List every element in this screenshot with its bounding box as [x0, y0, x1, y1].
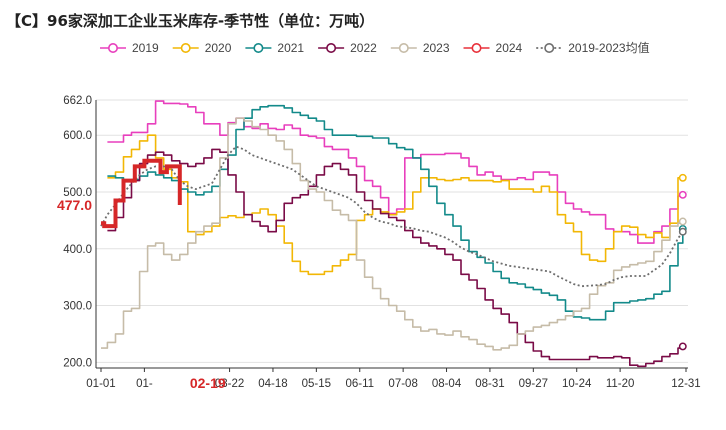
- x-tick-label: 09-27: [519, 378, 548, 390]
- series-end-marker-2020: [678, 173, 687, 182]
- axes: 662.0 600.0 500.0 400.0 300.0 200.0 01-01 01- 03…: [63, 95, 700, 391]
- series-line-2021: [107, 104, 684, 321]
- legend-label-2020: 2020: [205, 41, 232, 55]
- series-end-marker-2019: [678, 190, 687, 199]
- y-tick-label: 200.0: [63, 357, 92, 369]
- legend-marker-2020: [180, 42, 191, 53]
- legend-marker-2019-2023: [544, 42, 555, 53]
- x-tick-label: 12-31: [671, 378, 700, 390]
- legend-label-2024: 2024: [496, 41, 523, 55]
- x-tick-label: 06-11: [345, 378, 374, 390]
- series-end-marker-2023: [678, 217, 687, 226]
- highlight-series-line: [101, 158, 182, 229]
- x-tick-label: 05-15: [302, 378, 331, 390]
- series-line-2019: [107, 100, 684, 244]
- y-tick-label: 662.0: [63, 95, 92, 107]
- series-line-2020: [107, 134, 683, 276]
- series-end-marker-2022: [678, 342, 687, 351]
- chart-title: 【C】96家深加工企业玉米库存-季节性（单位：万吨）: [6, 12, 374, 30]
- x-tick-label: 11-20: [606, 378, 635, 390]
- highlight-layer: 477.0: [57, 158, 182, 229]
- x-tick-label: 08-31: [475, 378, 504, 390]
- y-tick-label: 600.0: [63, 130, 92, 142]
- legend-marker-2024: [471, 42, 482, 53]
- y-tick-label: 400.0: [63, 244, 92, 256]
- x-tick-label: 10-24: [562, 378, 592, 390]
- series-layer: [100, 100, 687, 368]
- last-value-label: 477.0: [57, 197, 92, 213]
- y-tick-label: 300.0: [63, 301, 92, 313]
- x-tick-label: 04-18: [258, 378, 287, 390]
- y-tick-label: 500.0: [63, 187, 92, 199]
- legend-label-2023: 2023: [423, 41, 450, 55]
- series-line-2022: [107, 148, 684, 368]
- legend-marker-2019: [108, 42, 119, 53]
- legend-marker-2023: [398, 42, 409, 53]
- legend-label-2021: 2021: [277, 41, 304, 55]
- x-tick-label: 08-04: [432, 378, 462, 390]
- x-tick-label: 07-08: [388, 378, 417, 390]
- series-line-2023: [101, 117, 684, 351]
- legend: 2019 2020 2021 2022 2023 2024 2019-2023均值: [100, 40, 650, 55]
- legend-label-2022: 2022: [350, 41, 377, 55]
- x-tick-label: 01-01: [86, 378, 115, 390]
- highlight-date-label: 02-19: [190, 375, 226, 391]
- legend-marker-2021: [253, 42, 264, 53]
- legend-label-2019-2023: 2019-2023均值: [568, 40, 649, 55]
- legend-marker-2022: [326, 42, 337, 53]
- series-end-marker-2019-2023: [678, 227, 687, 236]
- series-line-2019-2023: [100, 145, 684, 288]
- legend-label-2019: 2019: [132, 41, 159, 55]
- x-tick-label: 01-: [136, 378, 153, 390]
- grid: [96, 99, 688, 363]
- x-tick-label: 03-22: [215, 378, 244, 390]
